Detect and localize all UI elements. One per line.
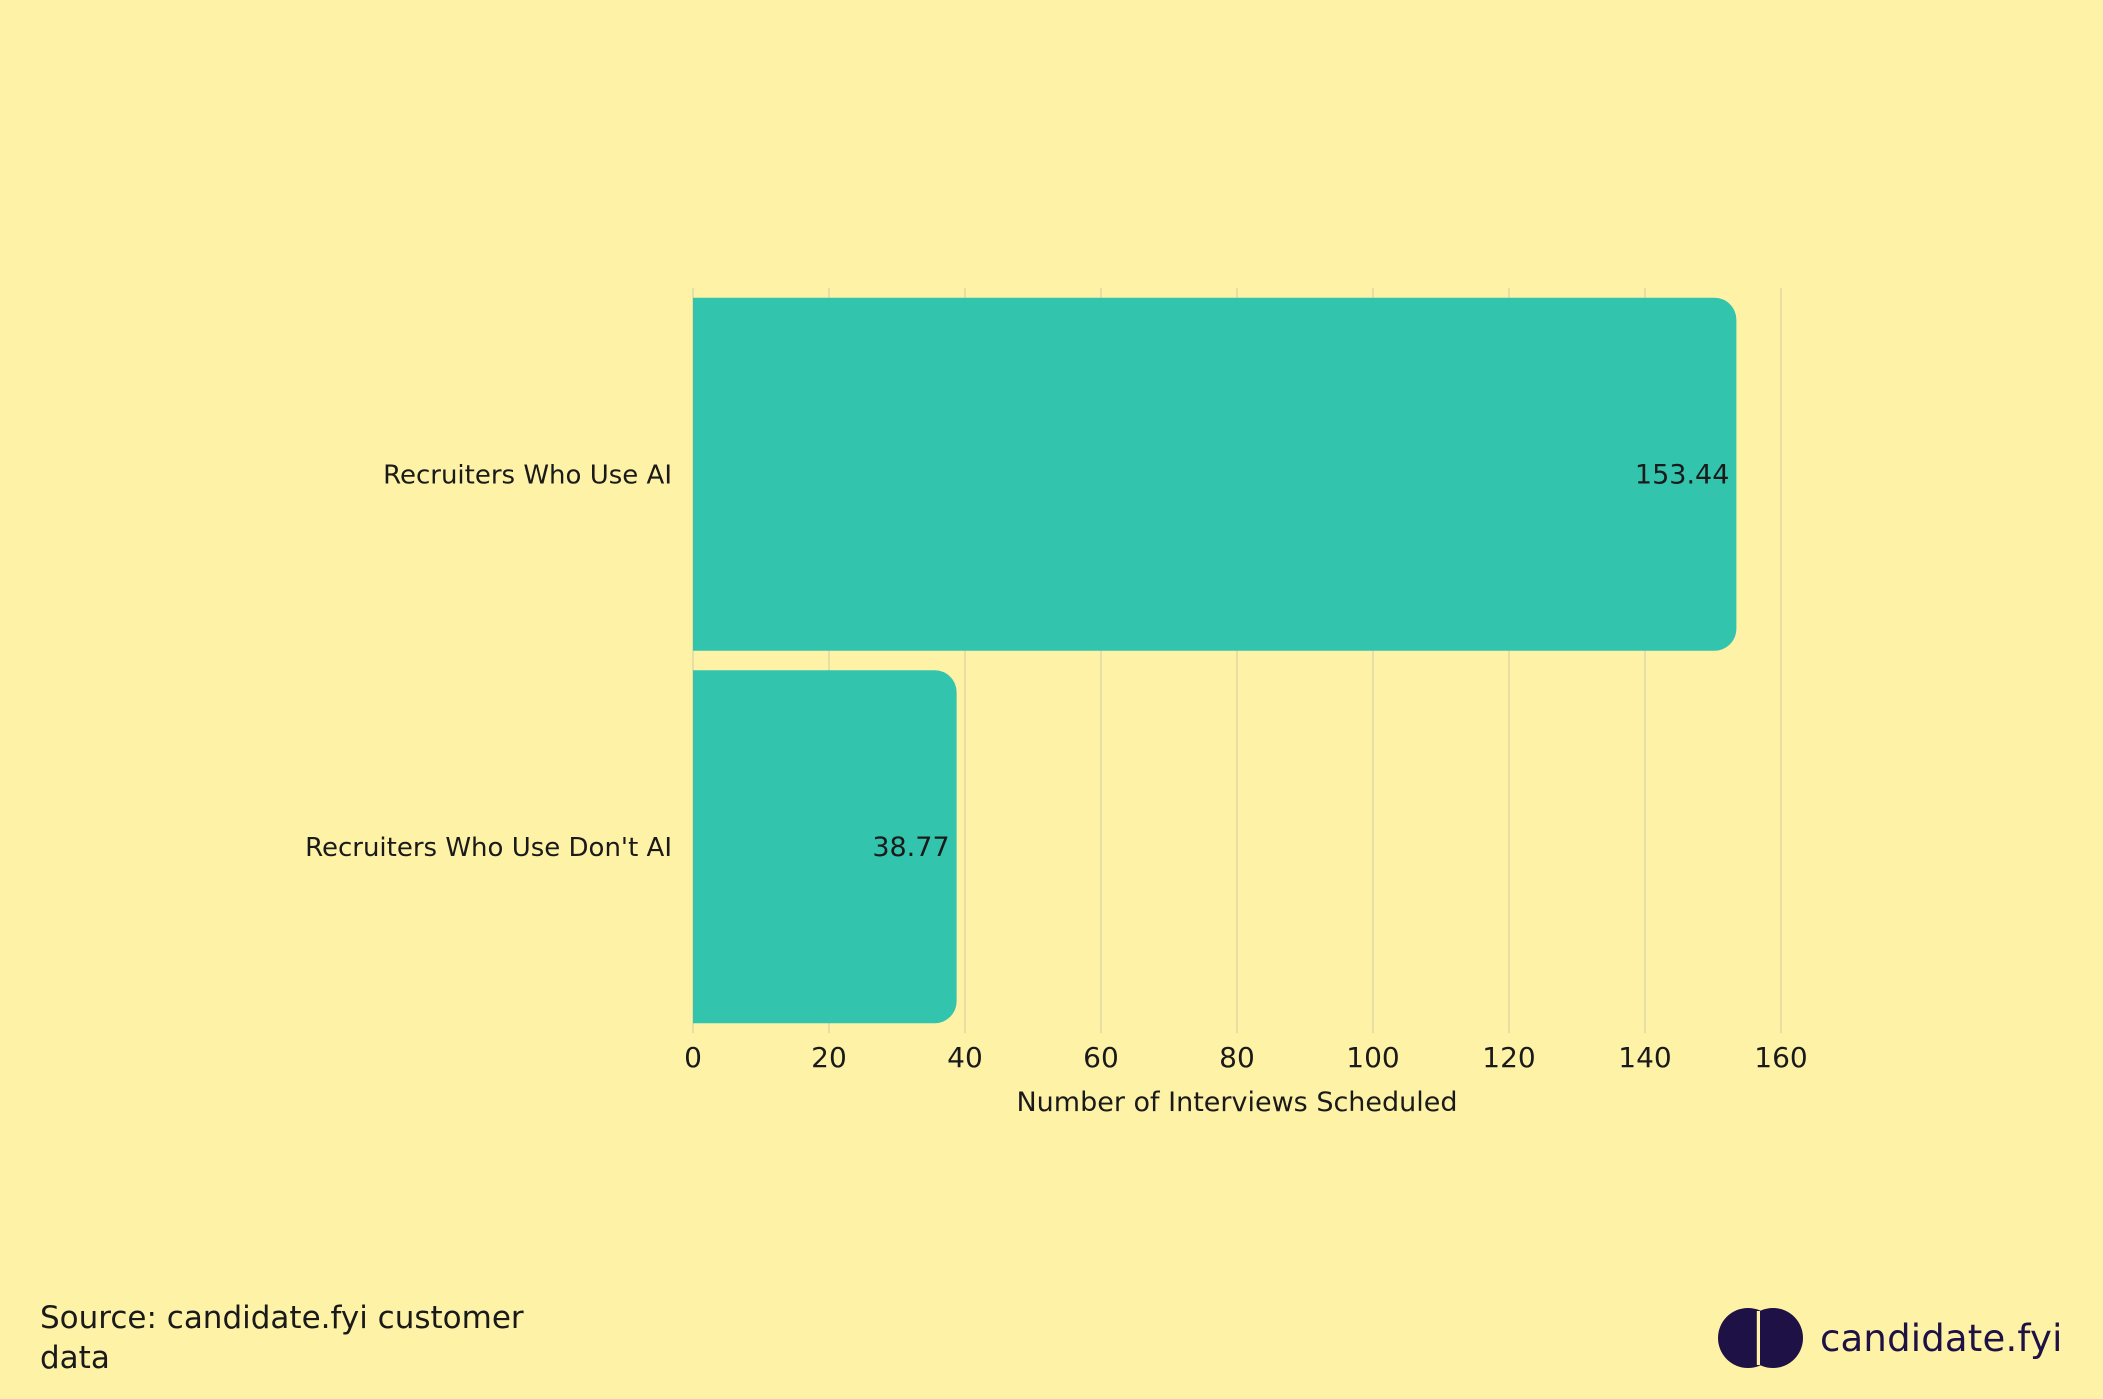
bar-value-label: 153.44	[1635, 459, 1729, 490]
x-tick-label: 60	[1083, 1041, 1119, 1074]
brand-name: candidate.fyi	[1820, 1316, 2063, 1360]
source-note: Source: candidate.fyi customer data	[40, 1300, 524, 1376]
x-tick-label: 120	[1482, 1041, 1535, 1074]
x-tick-label: 140	[1618, 1041, 1671, 1074]
bar	[693, 670, 957, 1024]
x-tick-label: 160	[1754, 1041, 1807, 1074]
x-tick-label: 20	[811, 1041, 847, 1074]
bars	[693, 297, 1737, 1024]
brand[interactable]: candidate.fyi	[1718, 1305, 2063, 1371]
x-tick-label: 80	[1219, 1041, 1255, 1074]
x-axis-ticks: 0 20 40 60 80 100 120 140 160	[684, 1041, 1808, 1074]
candidate-fyi-logo-icon	[1718, 1308, 1803, 1368]
y-category-label: Recruiters Who Use Don't AI	[305, 833, 672, 863]
bar-value-label: 38.77	[872, 832, 949, 863]
value-labels: 153.44 38.77	[872, 459, 1729, 863]
y-category-label: Recruiters Who Use AI	[383, 460, 672, 490]
category-labels: Recruiters Who Use AI Recruiters Who Use …	[305, 460, 672, 863]
x-axis-title: Number of Interviews Scheduled	[1016, 1087, 1457, 1118]
bar	[693, 297, 1737, 651]
x-tick-label: 0	[684, 1041, 702, 1074]
x-tick-label: 100	[1346, 1041, 1399, 1074]
x-tick-label: 40	[947, 1041, 983, 1074]
